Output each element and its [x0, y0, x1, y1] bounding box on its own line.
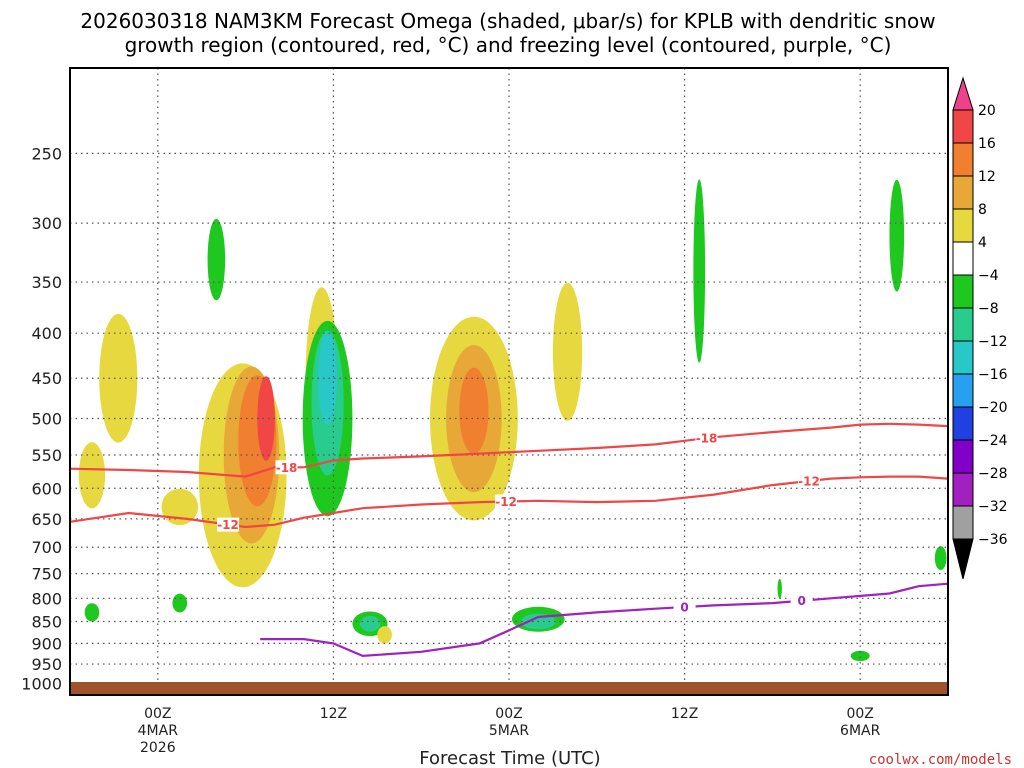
dgz-top-label-2-bg: [695, 431, 718, 446]
colorbar-segment: [952, 274, 974, 309]
omega-cell: [318, 331, 338, 426]
omega-cell: [934, 546, 947, 570]
colorbar-segment: [952, 208, 974, 243]
dgz-top-label-bg: [275, 460, 298, 475]
colorbar-tick-label: 20: [978, 103, 996, 119]
x-tick-label: 5MAR: [489, 723, 530, 739]
colorbar-tick-label: 16: [978, 136, 996, 152]
x-tick-label: 12Z: [320, 706, 347, 722]
omega-cell: [552, 282, 583, 421]
colorbar-segment: [952, 142, 974, 177]
colorbar-tick-label: −36: [978, 532, 1008, 548]
colorbar-segment: [952, 241, 974, 276]
x-tick-label: 6MAR: [840, 723, 881, 739]
omega-cell: [777, 578, 782, 599]
omega-cell: [172, 593, 188, 613]
freezing-label-2-bg: [790, 593, 813, 608]
y-tick-label: 1000: [21, 675, 62, 694]
freezing-level-contour: [260, 582, 948, 658]
chart-title-line1: 2026030318 NAM3KM Forecast Omega (shaded…: [80, 9, 935, 33]
y-tick-label: 950: [31, 655, 62, 674]
x-tick-label: 00Z: [846, 706, 873, 722]
dgz-top-contour: [70, 422, 948, 478]
omega-cell: [257, 376, 275, 461]
y-tick-label: 350: [31, 273, 62, 292]
omega-cell: [377, 626, 392, 644]
terrain-ground: [70, 682, 948, 695]
dgz-bottom-label-2: -12: [495, 495, 517, 509]
freezing-label: 0: [680, 601, 688, 615]
colorbar-segment: [952, 406, 974, 441]
colorbar-bottom-arrow: [952, 538, 974, 580]
omega-cell: [84, 603, 100, 622]
credit-text: coolwx.com/models: [869, 752, 1012, 768]
colorbar-tick-label: 4: [978, 235, 987, 251]
colorbar-segment: [952, 472, 974, 507]
plot-area: [70, 68, 948, 695]
omega-cell: [359, 615, 381, 632]
y-tick-label: 800: [31, 589, 62, 608]
dgz-bottom-label: -12: [217, 518, 239, 532]
x-axis-label: Forecast Time (UTC): [419, 748, 600, 768]
colorbar-tick-label: −12: [978, 334, 1008, 350]
y-tick-label: 850: [31, 613, 62, 632]
colorbar-segment: [952, 109, 974, 144]
freezing-label-2: 0: [797, 594, 805, 608]
colorbar-segment: [952, 439, 974, 474]
colorbar-tick-label: −32: [978, 499, 1008, 515]
freezing-label-bg: [673, 600, 696, 615]
omega-cell: [161, 488, 199, 526]
chart-title-line2: growth region (contoured, red, °C) and f…: [125, 33, 892, 57]
dgz-bottom-label-2-bg: [495, 494, 518, 509]
colorbar-tick-label: −24: [978, 433, 1008, 449]
colorbar-segment: [952, 340, 974, 375]
y-tick-label: 250: [31, 144, 62, 163]
dgz-bottom-label-3: -12: [798, 475, 820, 489]
y-tick-label: 650: [31, 510, 62, 529]
dgz-bottom-label-3-bg: [797, 474, 820, 489]
omega-cell: [693, 179, 706, 363]
colorbar-tick-label: −16: [978, 367, 1008, 383]
x-tick-label: 00Z: [495, 706, 522, 722]
colorbar-segment: [952, 307, 974, 342]
plot-frame: [69, 67, 949, 696]
omega-cell: [207, 218, 226, 301]
dgz-top-label-2: -18: [696, 432, 718, 446]
colorbar-segment: [952, 505, 974, 540]
y-axis-ticks: 250 300 350 400 450 500 550 600 650 700 750 800 850 9…: [21, 144, 62, 693]
omega-cell: [459, 367, 489, 454]
colorbar-tick-label: −4: [978, 268, 999, 284]
omega-cell: [78, 442, 106, 509]
colorbar-tick-label: −28: [978, 466, 1008, 482]
x-tick-label: 4MAR: [138, 723, 179, 739]
colorbar-tick-label: 8: [978, 202, 987, 218]
colorbar-segment: [952, 175, 974, 210]
colorbar-tick-label: 12: [978, 169, 996, 185]
omega-cell: [850, 650, 870, 662]
y-tick-label: 600: [31, 479, 62, 498]
dgz-bottom-label-bg: [217, 517, 240, 532]
colorbar: 20 16 12 8 4 −4 −8 −12 −16 −20 −24 −28 −32 −36: [952, 76, 1008, 580]
dgz-top-label: -18: [276, 461, 298, 475]
omega-cell: [889, 179, 905, 292]
y-tick-label: 400: [31, 324, 62, 343]
colorbar-tick-label: −8: [978, 301, 999, 317]
colorbar-top-arrow: [952, 76, 974, 111]
x-tick-label: 2026: [140, 740, 176, 756]
omega-cell: [99, 313, 138, 443]
y-tick-label: 300: [31, 214, 62, 233]
y-tick-label: 700: [31, 538, 62, 557]
y-tick-label: 450: [31, 369, 62, 388]
y-tick-label: 750: [31, 565, 62, 584]
colorbar-segment: [952, 373, 974, 408]
y-tick-label: 900: [31, 634, 62, 653]
x-tick-label: 12Z: [671, 706, 698, 722]
colorbar-tick-label: −20: [978, 400, 1008, 416]
y-tick-label: 500: [31, 410, 62, 429]
y-tick-label: 550: [31, 446, 62, 465]
x-tick-label: 00Z: [144, 706, 171, 722]
